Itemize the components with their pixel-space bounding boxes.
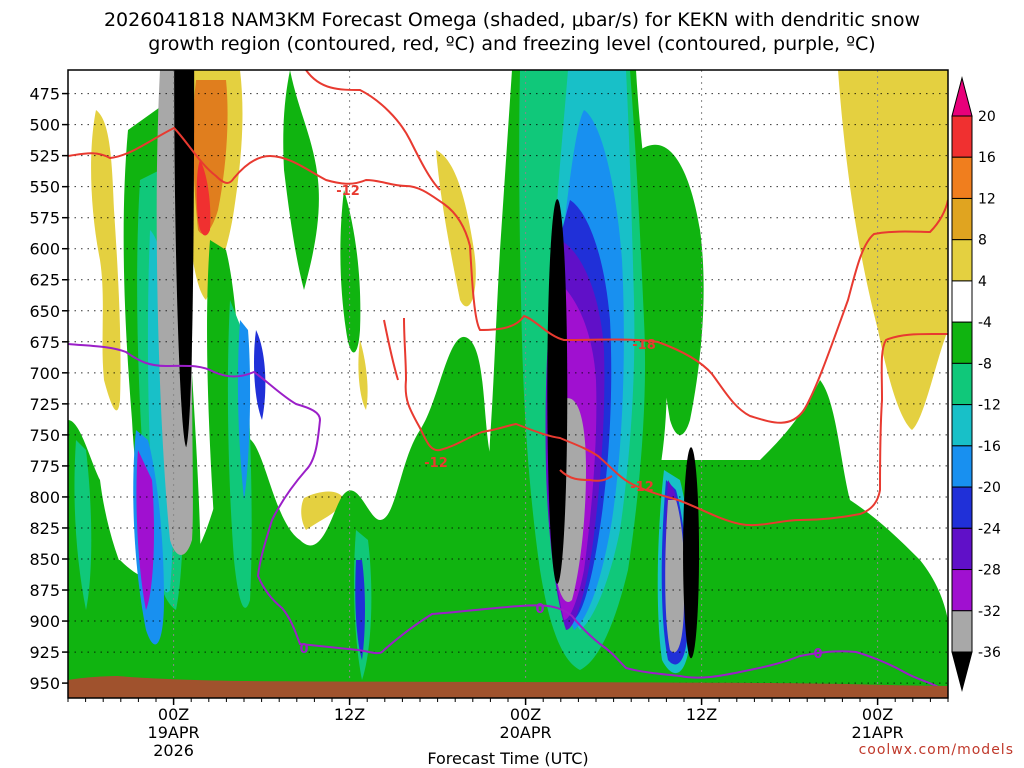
colorbar-swatch-9 <box>951 445 973 488</box>
dgz-contour-mid <box>403 317 948 527</box>
x-tick-label-2-0: 00Z <box>510 705 541 724</box>
colorbar-swatch-7 <box>951 362 973 406</box>
y-tick-label-550: 550 <box>29 178 60 197</box>
y-tick-label-825: 825 <box>29 519 60 538</box>
colorbar-label-0: 20 <box>978 109 996 125</box>
colorbar-label-10: -24 <box>978 521 1001 537</box>
freezing-level-line <box>68 343 941 689</box>
x-tick-label-1-0: 12Z <box>334 705 365 724</box>
dgz-contour-upper-top <box>305 70 441 191</box>
y-tick-label-475: 475 <box>29 85 60 104</box>
contour-label-1: -18 <box>632 338 656 353</box>
omega-core-2 <box>683 447 700 659</box>
time-gridlines <box>173 70 879 698</box>
y-tick-label-800: 800 <box>29 488 60 507</box>
x-tick-label-0-0: 00Z <box>158 705 189 724</box>
colorbar-label-7: -12 <box>978 398 1001 414</box>
y-axis-ticks: 475 500 525 550 575 600 625 650 675 700 725 750 775 8… <box>29 85 68 693</box>
x-tick-label-2-1: 20APR <box>500 723 552 742</box>
x-axis-title: Forecast Time (UTC) <box>427 749 588 768</box>
y-tick-label-650: 650 <box>29 302 60 321</box>
y-tick-label-900: 900 <box>29 612 60 631</box>
plot-area: -12 -18 -12 -12 0 0 0 <box>68 70 948 698</box>
omega-core-1 <box>547 199 568 584</box>
freezing-level-contour <box>68 343 941 689</box>
x-tick-label-3-0: 12Z <box>686 705 717 724</box>
y-tick-label-775: 775 <box>29 457 60 476</box>
x-tick-label-4-1: 21APR <box>852 723 904 742</box>
terrain-fill <box>68 676 948 698</box>
colorbar-label-12: -32 <box>978 604 1001 620</box>
colorbar-swatch-2 <box>951 156 973 199</box>
colorbar-label-9: -20 <box>978 480 1001 496</box>
omega-cores <box>174 70 700 659</box>
y-tick-label-750: 750 <box>29 426 60 445</box>
contour-label-3: -12 <box>630 480 654 495</box>
dgz-contour-mid-stub <box>383 319 399 381</box>
dgz-contour-upper <box>68 126 948 424</box>
colorbar: 20 16 12 8 4 -4 -8 -12 -16 -20 -24 -28 -32 -36 <box>951 76 1001 692</box>
y-tick-label-950: 950 <box>29 674 60 693</box>
colorbar-label-13: -36 <box>978 645 1001 661</box>
colorbar-label-2: 12 <box>978 191 996 207</box>
contour-label-0: -12 <box>336 184 360 199</box>
colorbar-swatch-10 <box>951 486 973 529</box>
colorbar-swatch-4 <box>951 239 973 282</box>
y-tick-label-700: 700 <box>29 364 60 383</box>
colorbar-swatch-13 <box>951 610 973 653</box>
x-tick-label-4-0: 00Z <box>862 705 893 724</box>
colorbar-label-3: 8 <box>978 233 987 249</box>
chart-title-line2: growth region (contoured, red, ºC) and f… <box>148 33 875 55</box>
colorbar-swatch-1 <box>951 115 973 158</box>
contour-label-4: 0 <box>299 642 308 657</box>
y-tick-label-600: 600 <box>29 240 60 259</box>
colorbar-swatch-3 <box>951 197 973 241</box>
y-tick-label-850: 850 <box>29 550 60 569</box>
colorbar-swatch-12 <box>951 569 973 612</box>
colorbar-swatch-5 <box>951 280 973 323</box>
contour-label-6: 0 <box>813 647 822 662</box>
x-tick-label-0-2: 2026 <box>153 741 194 760</box>
colorbar-label-1: 16 <box>978 150 996 166</box>
colorbar-top-arrow <box>951 76 973 117</box>
colorbar-label-5: -4 <box>978 315 992 331</box>
colorbar-label-8: -16 <box>978 439 1001 455</box>
colorbar-label-11: -28 <box>978 563 1001 579</box>
y-tick-label-675: 675 <box>29 333 60 352</box>
dgz-contours <box>68 70 948 527</box>
contour-label-5: 0 <box>535 602 544 617</box>
omega-core-0 <box>174 70 195 448</box>
chart-title-line1: 2026041818 NAM3KM Forecast Omega (shaded… <box>104 9 920 31</box>
colorbar-bottom-arrow <box>951 651 973 692</box>
dgz-contour-lower <box>559 469 613 482</box>
y-tick-label-925: 925 <box>29 643 60 662</box>
colorbar-label-4: 4 <box>978 274 987 290</box>
credit-text: coolwx.com/models <box>859 742 1014 758</box>
colorbar-swatch-6 <box>951 321 973 364</box>
contour-labels: -12 -18 -12 -12 0 0 0 <box>299 184 822 662</box>
y-tick-label-525: 525 <box>29 147 60 166</box>
colorbar-swatch-11 <box>951 527 973 571</box>
y-tick-label-575: 575 <box>29 209 60 228</box>
y-tick-label-500: 500 <box>29 116 60 135</box>
x-tick-label-0-1: 19APR <box>148 723 200 742</box>
y-tick-label-875: 875 <box>29 581 60 600</box>
y-tick-label-625: 625 <box>29 271 60 290</box>
y-tick-label-725: 725 <box>29 395 60 414</box>
contour-label-2: -12 <box>424 456 448 471</box>
colorbar-label-6: -8 <box>978 356 992 372</box>
colorbar-swatch-8 <box>951 404 973 447</box>
